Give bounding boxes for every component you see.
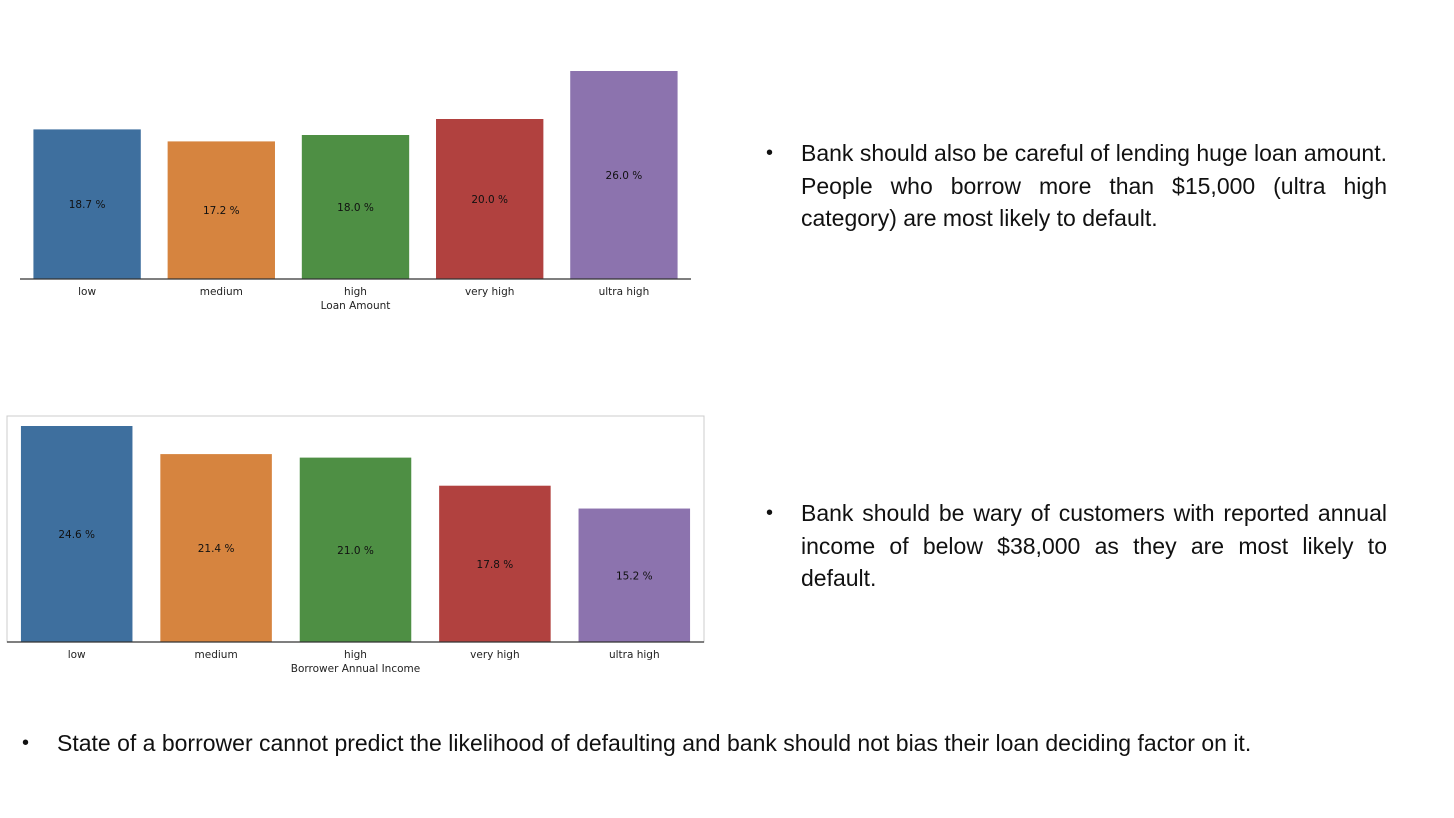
bar-medium — [167, 141, 275, 279]
insight-annual-income: • Bank should be wary of customers with … — [766, 497, 1388, 607]
x-tick-label: low — [68, 649, 86, 661]
bullet-icon: • — [766, 502, 774, 524]
x-axis-label: Borrower Annual Income — [291, 663, 420, 675]
insight-annual-income-text: Bank should be wary of customers with re… — [801, 500, 1387, 591]
bullet-icon: • — [766, 142, 774, 164]
bar-medium — [160, 454, 272, 642]
insight-loan-amount-text: Bank should also be careful of lending h… — [801, 140, 1387, 231]
insight-loan-amount: • Bank should also be careful of lending… — [766, 137, 1388, 247]
bar-value-label: 20.0 % — [471, 194, 508, 206]
x-tick-label: very high — [470, 649, 519, 661]
x-tick-label: high — [344, 649, 367, 661]
bar-value-label: 18.7 % — [69, 199, 106, 211]
loan-amount-chart: 18.7 % low 17.2 % medium 18.0 % high 20.0 % ver… — [20, 71, 691, 312]
bar-value-label: 21.4 % — [198, 543, 235, 555]
bar-high — [299, 457, 412, 642]
x-tick-label: medium — [200, 286, 243, 298]
bar-value-label: 24.6 % — [58, 529, 95, 541]
bullet-icon: • — [22, 732, 30, 754]
bar-very-high — [439, 485, 551, 642]
bar-value-label: 21.0 % — [337, 545, 374, 557]
bar-ultra-high — [578, 508, 691, 642]
bar-value-label: 15.2 % — [616, 570, 653, 582]
x-tick-label: ultra high — [599, 286, 650, 298]
x-tick-label: ultra high — [609, 649, 660, 661]
insight-state: • State of a borrower cannot predict the… — [22, 727, 1402, 763]
x-axis-label: Loan Amount — [321, 300, 391, 312]
x-tick-label: low — [78, 286, 96, 298]
insight-state-text: State of a borrower cannot predict the l… — [57, 730, 1252, 756]
bar-low — [33, 129, 141, 279]
bar-value-label: 17.2 % — [203, 205, 240, 217]
x-tick-label: very high — [465, 286, 514, 298]
bar-value-label: 18.0 % — [337, 202, 374, 214]
annual-income-chart: 24.6 % low 21.4 % medium 21.0 % high 17.8 % ver… — [6, 415, 705, 675]
bar-very-high — [436, 119, 544, 279]
x-tick-label: medium — [195, 649, 238, 661]
bar-value-label: 26.0 % — [606, 170, 643, 182]
bar-value-label: 17.8 % — [477, 559, 514, 571]
bar-ultra-high — [570, 71, 678, 279]
bar-high — [301, 135, 410, 279]
x-tick-label: high — [344, 286, 367, 298]
bar-low — [20, 426, 133, 642]
